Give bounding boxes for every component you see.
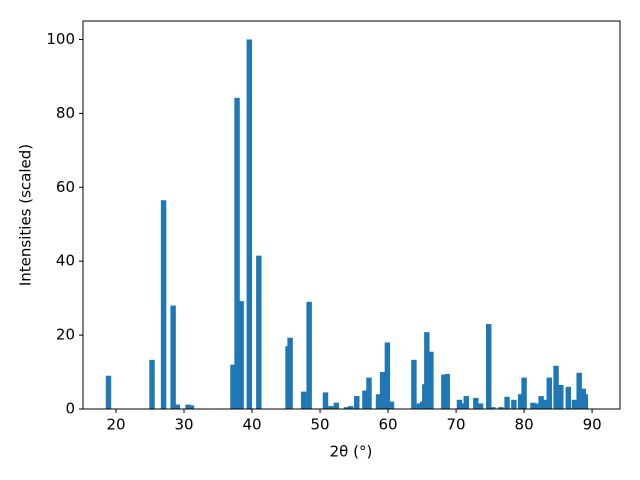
bar bbox=[174, 404, 180, 409]
x-tick-label: 20 bbox=[106, 416, 125, 434]
bar bbox=[375, 394, 382, 409]
bar bbox=[463, 396, 470, 409]
y-tick-label: 100 bbox=[46, 30, 75, 48]
bar bbox=[411, 359, 417, 409]
bar bbox=[444, 373, 450, 409]
bar bbox=[230, 364, 236, 409]
bar bbox=[565, 386, 572, 409]
plot-frame bbox=[82, 20, 621, 410]
bar bbox=[354, 396, 360, 409]
y-tick-label: 60 bbox=[56, 178, 75, 196]
bar bbox=[473, 397, 479, 409]
bar bbox=[300, 391, 307, 409]
bar bbox=[521, 377, 527, 409]
bar bbox=[576, 372, 582, 409]
bar bbox=[388, 401, 395, 409]
bar bbox=[185, 404, 191, 409]
bar bbox=[379, 372, 386, 409]
bar bbox=[504, 396, 510, 409]
y-tick-label: 0 bbox=[65, 400, 75, 418]
bar bbox=[188, 405, 195, 409]
bar bbox=[287, 337, 293, 409]
bar bbox=[558, 384, 564, 409]
y-tick-label: 80 bbox=[56, 104, 75, 122]
bar bbox=[160, 200, 167, 409]
bar bbox=[486, 324, 492, 409]
bar bbox=[328, 406, 334, 409]
bar bbox=[538, 396, 544, 409]
bar bbox=[541, 399, 548, 409]
bar bbox=[546, 377, 552, 409]
bar bbox=[256, 255, 262, 409]
bar bbox=[170, 305, 176, 409]
bar bbox=[553, 365, 559, 409]
bar bbox=[511, 399, 517, 409]
x-tick-label: 30 bbox=[174, 416, 193, 434]
y-tick-label: 20 bbox=[56, 326, 75, 344]
bar bbox=[416, 403, 423, 409]
bar bbox=[490, 407, 496, 409]
bar bbox=[105, 375, 112, 409]
bar bbox=[571, 399, 578, 409]
bar bbox=[347, 406, 354, 409]
bar bbox=[322, 392, 329, 409]
y-axis-label: Intensities (scaled) bbox=[17, 144, 35, 286]
y-tick-label: 40 bbox=[56, 252, 75, 270]
bar bbox=[238, 301, 244, 409]
bar bbox=[441, 374, 447, 409]
bar bbox=[366, 377, 372, 409]
bar bbox=[306, 301, 312, 409]
bar bbox=[343, 407, 350, 409]
bar bbox=[498, 407, 504, 409]
bar bbox=[532, 403, 539, 409]
bar bbox=[333, 402, 340, 409]
bar bbox=[428, 351, 434, 409]
bar bbox=[384, 342, 391, 409]
bar bbox=[234, 97, 240, 409]
x-tick-label: 50 bbox=[310, 416, 329, 434]
bar bbox=[149, 359, 155, 409]
bar bbox=[477, 403, 484, 409]
x-tick-label: 80 bbox=[515, 416, 534, 434]
bar bbox=[582, 394, 589, 409]
bar bbox=[456, 399, 463, 409]
bar bbox=[362, 390, 368, 409]
x-axis-label: 2θ (°) bbox=[330, 443, 373, 461]
bar bbox=[424, 332, 430, 409]
x-tick-label: 90 bbox=[583, 416, 602, 434]
bar bbox=[517, 394, 524, 409]
x-tick-label: 70 bbox=[447, 416, 466, 434]
bar bbox=[246, 39, 253, 409]
x-tick-label: 60 bbox=[379, 416, 398, 434]
x-tick-label: 40 bbox=[242, 416, 261, 434]
